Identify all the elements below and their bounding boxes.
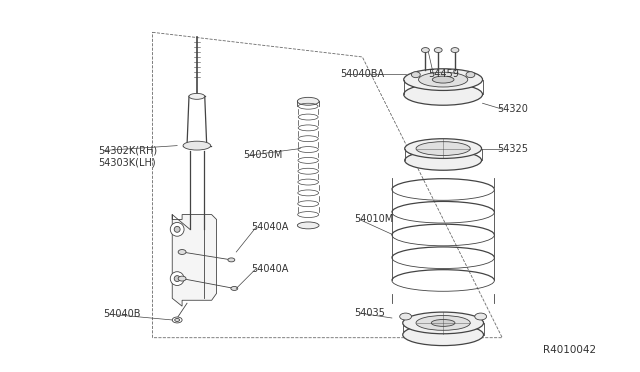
Ellipse shape [432,76,454,83]
Text: 54320: 54320 [497,104,528,114]
Text: 54325: 54325 [497,144,528,154]
Ellipse shape [431,320,455,326]
Ellipse shape [435,48,442,52]
Circle shape [174,227,180,232]
Ellipse shape [404,69,483,90]
Circle shape [170,272,184,285]
Circle shape [174,276,180,282]
Ellipse shape [419,72,468,87]
Text: 54302K(RH): 54302K(RH) [99,145,157,155]
Ellipse shape [475,313,486,320]
Ellipse shape [416,142,470,155]
Ellipse shape [403,312,484,334]
Text: 54050M: 54050M [243,150,282,160]
Ellipse shape [416,315,470,330]
Polygon shape [172,215,216,306]
Ellipse shape [422,48,429,52]
Text: 54040B: 54040B [103,309,141,319]
Ellipse shape [404,139,481,158]
Ellipse shape [175,318,180,321]
Ellipse shape [178,250,186,254]
Text: 54035: 54035 [355,308,385,318]
Text: 54010M: 54010M [355,215,394,224]
Ellipse shape [231,286,237,291]
Ellipse shape [412,72,420,78]
Ellipse shape [183,141,211,150]
Ellipse shape [451,48,459,52]
Ellipse shape [298,97,319,105]
Ellipse shape [403,324,484,346]
Circle shape [170,222,184,236]
Ellipse shape [404,84,483,105]
Ellipse shape [404,151,481,170]
Ellipse shape [228,258,235,262]
Text: 54459: 54459 [428,69,460,79]
Ellipse shape [178,276,186,281]
Ellipse shape [400,313,412,320]
Text: 54040BA: 54040BA [340,69,384,79]
Text: 54040A: 54040A [251,222,289,232]
Ellipse shape [466,72,475,78]
Ellipse shape [189,93,205,99]
Text: R4010042: R4010042 [543,346,596,355]
Ellipse shape [172,317,182,323]
Text: 54040A: 54040A [251,264,289,274]
Text: 54303K(LH): 54303K(LH) [99,157,156,167]
Ellipse shape [298,222,319,229]
